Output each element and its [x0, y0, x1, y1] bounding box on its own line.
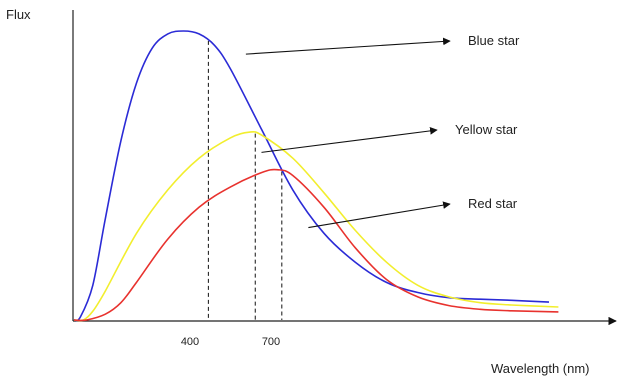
y-axis-label: Flux: [6, 7, 31, 22]
series-line-blue-star: [73, 30, 550, 322]
x-tick-label-700: 700: [262, 336, 280, 348]
red-star-arrow: [308, 201, 451, 229]
blue-star-label: Blue star: [468, 33, 520, 48]
yellow-star-label: Yellow star: [455, 122, 518, 137]
red-star-label: Red star: [468, 196, 518, 211]
series-line-red-star: [73, 168, 559, 322]
x-tick-label-400: 400: [181, 336, 199, 348]
x-axis-label: Wavelength (nm): [491, 361, 590, 376]
yellow-star-arrow: [261, 127, 438, 153]
blue-star-arrow: [245, 37, 451, 55]
series-line-yellow-star: [73, 130, 559, 322]
